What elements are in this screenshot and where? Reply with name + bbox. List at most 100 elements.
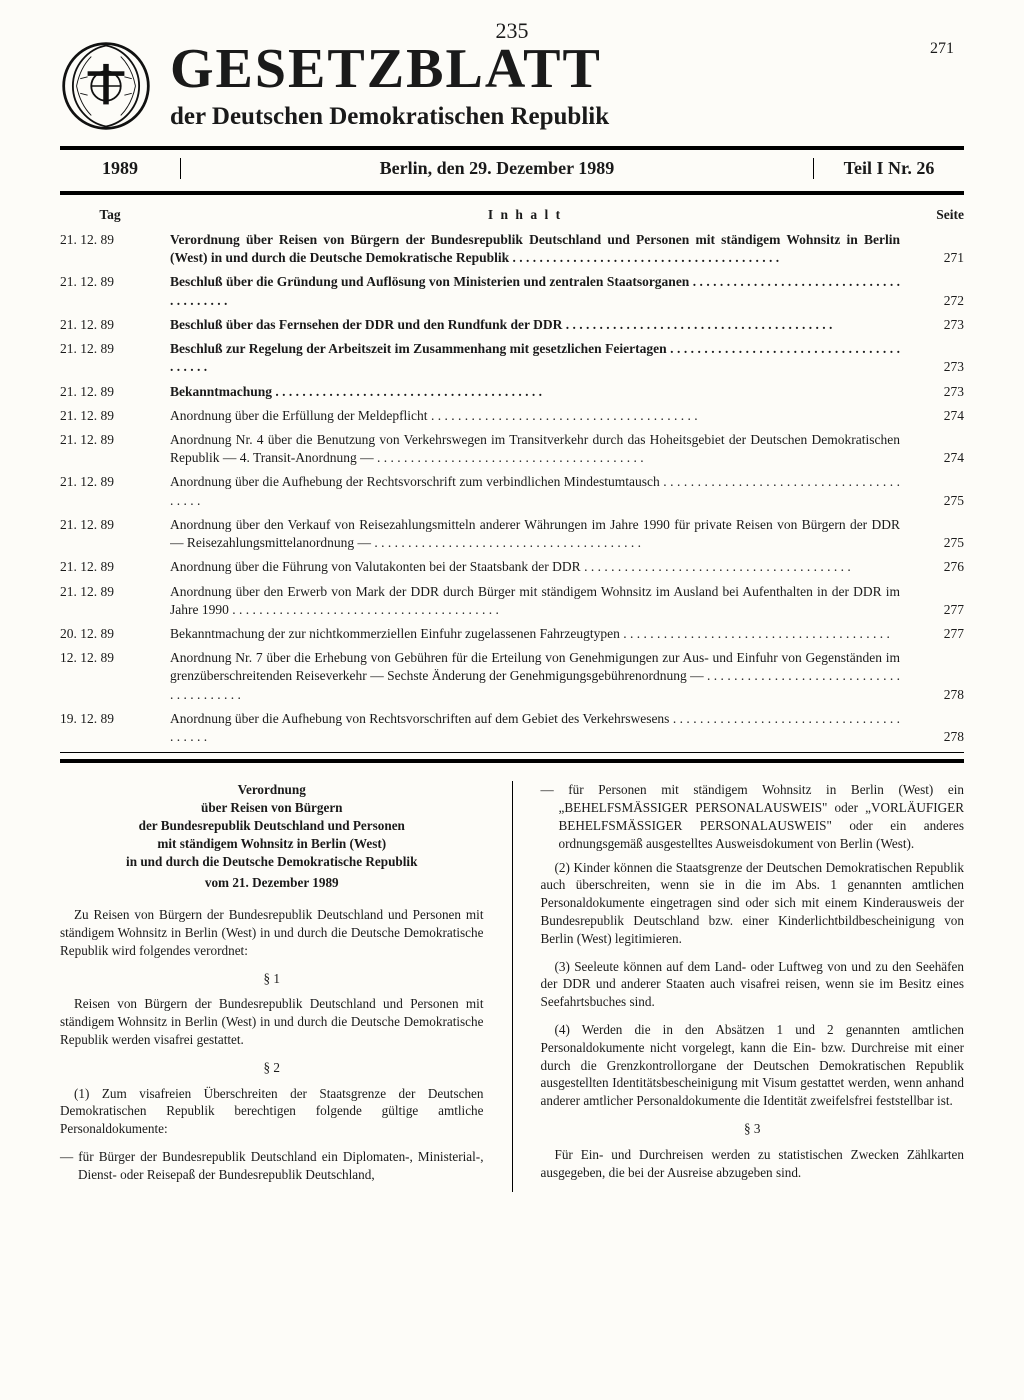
dot-leader: . . . . . . . . . . . . . . . . . . . . … <box>374 535 641 550</box>
dot-leader: . . . . . . . . . . . . . . . . . . . . … <box>170 474 900 507</box>
title-line: der Bundesrepublik Deutschland und Perso… <box>60 817 484 835</box>
dot-leader: . . . . . . . . . . . . . . . . . . . . … <box>377 450 644 465</box>
toc-row: 21. 12. 89Anordnung über die Aufhebung d… <box>60 473 964 509</box>
dot-leader: . . . . . . . . . . . . . . . . . . . . … <box>170 274 900 307</box>
masthead: GESETZBLATT der Deutschen Demokratischen… <box>60 40 964 132</box>
column-divider <box>512 781 513 1191</box>
list-item: — für Personen mit ständigem Wohnsitz in… <box>541 781 965 852</box>
handwritten-mark: 235 <box>496 18 529 44</box>
divider <box>60 752 964 753</box>
toc-head-page: Seite <box>894 207 964 223</box>
toc-row: 21. 12. 89Beschluß über die Gründung und… <box>60 273 964 309</box>
info-date: Berlin, den 29. Dezember 1989 <box>181 158 813 179</box>
paragraph: Reisen von Bürgern der Bundesrepublik De… <box>60 995 484 1048</box>
toc-page: 276 <box>914 558 964 576</box>
toc-row: 21. 12. 89Anordnung über den Erwerb von … <box>60 583 964 619</box>
divider <box>60 146 964 150</box>
toc-title: Bekanntmachung der zur nichtkommerzielle… <box>170 625 914 643</box>
toc-date: 21. 12. 89 <box>60 316 170 334</box>
paragraph: (1) Zum visafreien Überschreiten der Sta… <box>60 1085 484 1138</box>
title-line: über Reisen von Bürgern <box>60 799 484 817</box>
ordinance-title: Verordnung über Reisen von Bürgern der B… <box>60 781 484 870</box>
toc-title: Anordnung über die Erfüllung der Meldepf… <box>170 407 914 425</box>
toc-row: 21. 12. 89Anordnung über die Führung von… <box>60 558 964 576</box>
dot-leader: . . . . . . . . . . . . . . . . . . . . … <box>232 602 499 617</box>
toc-row: 21. 12. 89Anordnung über die Erfüllung d… <box>60 407 964 425</box>
toc-page: 277 <box>914 601 964 619</box>
toc-date: 21. 12. 89 <box>60 516 170 534</box>
divider <box>60 191 964 195</box>
toc-page: 271 <box>914 249 964 267</box>
toc-date: 21. 12. 89 <box>60 407 170 425</box>
title-block: GESETZBLATT der Deutschen Demokratischen… <box>170 41 964 131</box>
toc-row: 19. 12. 89Anordnung über die Aufhebung v… <box>60 710 964 746</box>
toc-row: 21. 12. 89Anordnung Nr. 4 über die Benut… <box>60 431 964 467</box>
dot-leader: . . . . . . . . . . . . . . . . . . . . … <box>513 250 780 265</box>
section-1: § 1 <box>60 970 484 988</box>
toc-row: 21. 12. 89Beschluß zur Regelung der Arbe… <box>60 340 964 376</box>
ordinance-date: vom 21. Dezember 1989 <box>60 874 484 892</box>
toc-page: 275 <box>914 534 964 552</box>
info-issue: Teil I Nr. 26 <box>813 158 964 179</box>
toc-date: 21. 12. 89 <box>60 583 170 601</box>
toc-row: 21. 12. 89Bekanntmachung . . . . . . . .… <box>60 383 964 401</box>
toc-date: 21. 12. 89 <box>60 383 170 401</box>
paragraph: Für Ein- und Durchreisen werden zu stati… <box>541 1146 965 1182</box>
toc-page: 274 <box>914 407 964 425</box>
dot-leader: . . . . . . . . . . . . . . . . . . . . … <box>566 317 833 332</box>
table-of-contents: Tag I n h a l t Seite 21. 12. 89Verordnu… <box>60 203 964 746</box>
toc-page: 278 <box>914 686 964 704</box>
toc-date: 21. 12. 89 <box>60 431 170 449</box>
toc-title: Beschluß über das Fernsehen der DDR und … <box>170 316 914 334</box>
toc-title: Anordnung über die Aufhebung von Rechtsv… <box>170 710 914 746</box>
dot-leader: . . . . . . . . . . . . . . . . . . . . … <box>275 384 542 399</box>
dot-leader: . . . . . . . . . . . . . . . . . . . . … <box>584 559 851 574</box>
toc-date: 20. 12. 89 <box>60 625 170 643</box>
toc-page: 273 <box>914 383 964 401</box>
dot-leader: . . . . . . . . . . . . . . . . . . . . … <box>431 408 698 423</box>
toc-row: 12. 12. 89Anordnung Nr. 7 über die Erheb… <box>60 649 964 704</box>
paragraph: (4) Werden die in den Absätzen 1 und 2 g… <box>541 1021 965 1110</box>
title-line: mit ständigem Wohnsitz in Berlin (West) <box>60 835 484 853</box>
toc-row: 20. 12. 89Bekanntmachung der zur nichtko… <box>60 625 964 643</box>
toc-page: 274 <box>914 449 964 467</box>
toc-row: 21. 12. 89Beschluß über das Fernsehen de… <box>60 316 964 334</box>
toc-date: 21. 12. 89 <box>60 473 170 491</box>
subtitle: der Deutschen Demokratischen Republik <box>170 103 964 131</box>
toc-title: Anordnung über den Erwerb von Mark der D… <box>170 583 914 619</box>
info-year: 1989 <box>60 158 181 179</box>
preamble: Zu Reisen von Bürgern der Bundesrepublik… <box>60 906 484 959</box>
paragraph: (2) Kinder können die Staatsgrenze der D… <box>541 859 965 948</box>
section-2: § 2 <box>60 1059 484 1077</box>
toc-date: 21. 12. 89 <box>60 273 170 291</box>
page-number: 271 <box>930 40 954 58</box>
dot-leader: . . . . . . . . . . . . . . . . . . . . … <box>170 668 900 701</box>
toc-date: 19. 12. 89 <box>60 710 170 728</box>
main-title: GESETZBLATT <box>170 41 964 97</box>
divider <box>60 759 964 763</box>
toc-page: 273 <box>914 316 964 334</box>
section-3: § 3 <box>541 1120 965 1138</box>
list-item: — für Bürger der Bundesrepublik Deutschl… <box>60 1148 484 1184</box>
toc-title: Anordnung Nr. 7 über die Erhebung von Ge… <box>170 649 914 704</box>
toc-row: 21. 12. 89Verordnung über Reisen von Bür… <box>60 231 964 267</box>
toc-page: 277 <box>914 625 964 643</box>
toc-title: Verordnung über Reisen von Bürgern der B… <box>170 231 914 267</box>
document-page: 235 271 GESETZBLATT der Deutschen Demokr… <box>0 0 1024 1400</box>
toc-head-date: Tag <box>60 207 170 223</box>
toc-page: 275 <box>914 492 964 510</box>
toc-title: Anordnung Nr. 4 über die Benutzung von V… <box>170 431 914 467</box>
dot-leader: . . . . . . . . . . . . . . . . . . . . … <box>170 341 900 374</box>
toc-page: 278 <box>914 728 964 746</box>
toc-title: Beschluß über die Gründung und Auflösung… <box>170 273 914 309</box>
toc-date: 21. 12. 89 <box>60 558 170 576</box>
toc-date: 21. 12. 89 <box>60 340 170 358</box>
title-line: in und durch die Deutsche Demokratische … <box>60 853 484 871</box>
dot-leader: . . . . . . . . . . . . . . . . . . . . … <box>170 711 900 744</box>
toc-page: 273 <box>914 358 964 376</box>
toc-title: Anordnung über den Verkauf von Reisezahl… <box>170 516 914 552</box>
left-column: Verordnung über Reisen von Bürgern der B… <box>60 781 484 1191</box>
toc-title: Beschluß zur Regelung der Arbeitszeit im… <box>170 340 914 376</box>
toc-row: 21. 12. 89Anordnung über den Verkauf von… <box>60 516 964 552</box>
right-column: — für Personen mit ständigem Wohnsitz in… <box>541 781 965 1191</box>
